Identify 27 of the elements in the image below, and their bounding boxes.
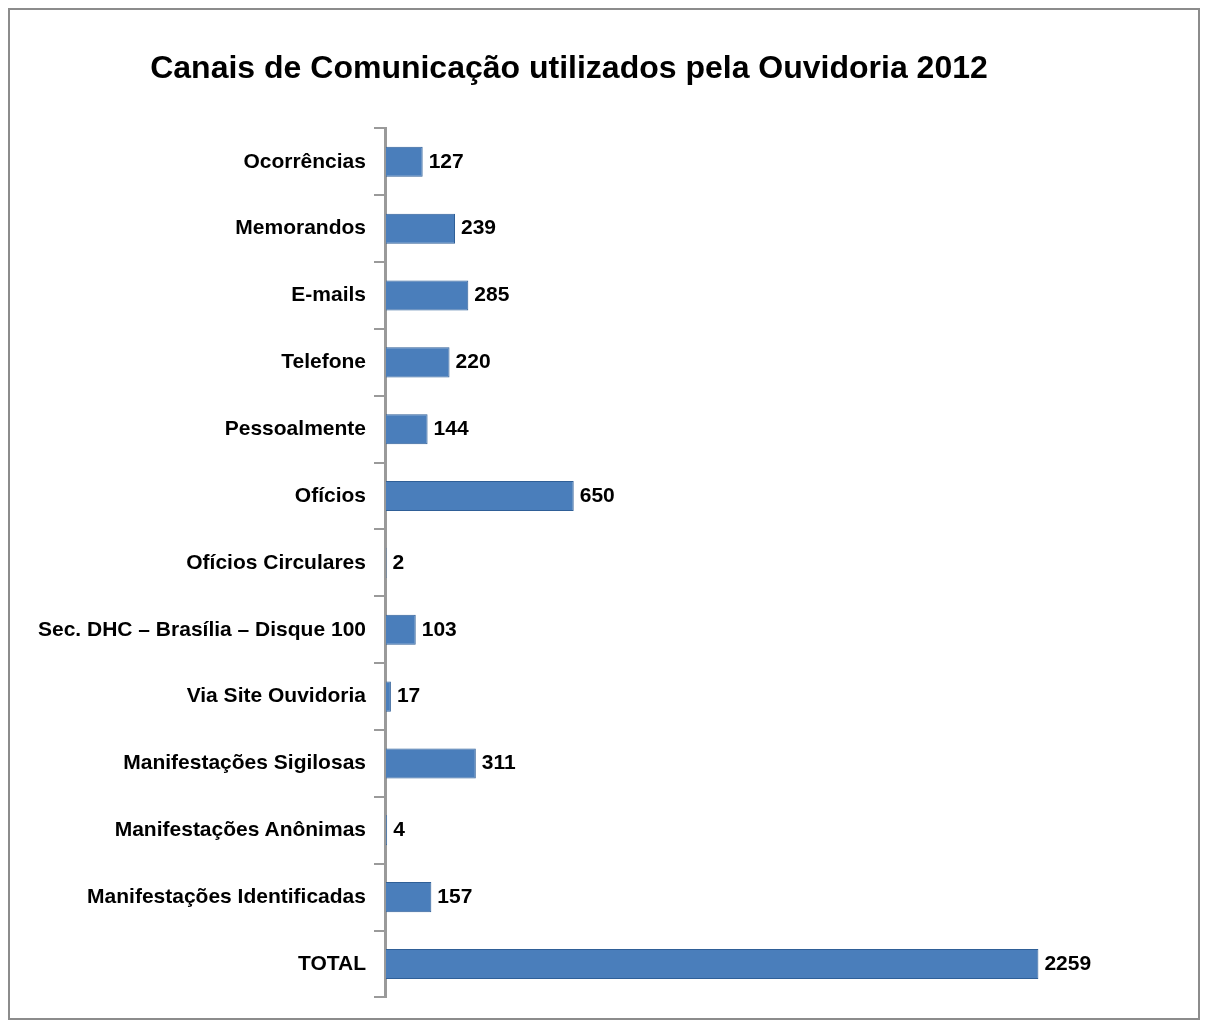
- y-tick-label: Pessoalmente: [224, 416, 366, 439]
- y-tick-label: Manifestações Anônimas: [114, 817, 366, 841]
- data-label: 2259: [1044, 950, 1092, 974]
- data-label: 650: [579, 482, 615, 506]
- chart-title: Canais de Comunicação utilizados pela Ouvidoria 2012: [150, 49, 988, 86]
- data-label: 239: [461, 215, 497, 239]
- y-tick-label: Ocorrências: [243, 148, 366, 172]
- y-tick-label: Sec. DHC – Brasília – Disque 100: [37, 616, 366, 640]
- y-tick-label: Manifestações Sigilosas: [123, 750, 366, 774]
- data-label: 127: [428, 148, 464, 172]
- data-label: 2: [392, 549, 405, 573]
- y-tick-label: E-mails: [291, 282, 366, 306]
- data-label: 285: [474, 282, 510, 306]
- data-label: 4: [393, 817, 406, 841]
- data-label: 144: [433, 416, 469, 439]
- y-tick-label: Manifestações Identificadas: [87, 883, 366, 907]
- y-tick-label: TOTAL: [297, 950, 367, 974]
- y-tick-label: Ofícios: [294, 482, 366, 506]
- y-tick-label: Ofícios Circulares: [186, 549, 366, 573]
- data-label: 103: [421, 616, 457, 640]
- data-label: 220: [455, 349, 491, 373]
- y-tick-label: Memorandos: [235, 215, 366, 239]
- y-tick-label: Via Site Ouvidoria: [186, 683, 367, 707]
- data-label: 157: [437, 883, 473, 907]
- y-tick-label: Telefone: [281, 349, 366, 373]
- data-label: 311: [481, 750, 517, 774]
- data-label: 17: [396, 683, 421, 707]
